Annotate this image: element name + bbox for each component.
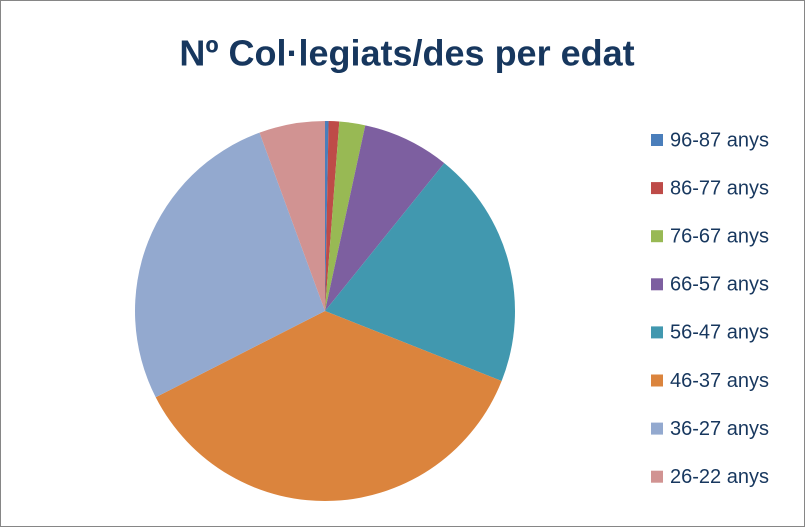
legend-swatch bbox=[651, 134, 663, 146]
legend-label: 26-22 anys bbox=[670, 466, 769, 488]
pie-slice bbox=[325, 121, 329, 311]
legend-label: 66-57 anys bbox=[670, 274, 769, 296]
legend-label: 36-27 anys bbox=[670, 418, 769, 440]
legend-label: 46-37 anys bbox=[670, 370, 769, 392]
legend-label: 56-47 anys bbox=[670, 322, 769, 344]
pie-slice bbox=[135, 132, 325, 398]
legend-swatch bbox=[651, 326, 663, 339]
legend-swatch bbox=[651, 278, 663, 291]
pie-slice bbox=[325, 121, 340, 311]
legend-label: 76-67 anys bbox=[670, 225, 769, 247]
pie-slice bbox=[325, 121, 366, 311]
legend-swatch bbox=[651, 422, 663, 435]
legend-swatch bbox=[651, 182, 663, 195]
pie-slice bbox=[155, 311, 502, 502]
legend-label: 86-77 anys bbox=[670, 177, 769, 199]
pie-slice bbox=[325, 163, 515, 381]
pie-slice bbox=[325, 125, 445, 311]
legend-swatch bbox=[651, 230, 663, 243]
legend-swatch bbox=[651, 374, 663, 387]
legend-label: 96-87 anys bbox=[670, 129, 769, 151]
pie-slice bbox=[259, 121, 325, 311]
chart-title: Nº Col·legiats/des per edat bbox=[179, 33, 634, 74]
legend-swatch bbox=[651, 470, 663, 483]
